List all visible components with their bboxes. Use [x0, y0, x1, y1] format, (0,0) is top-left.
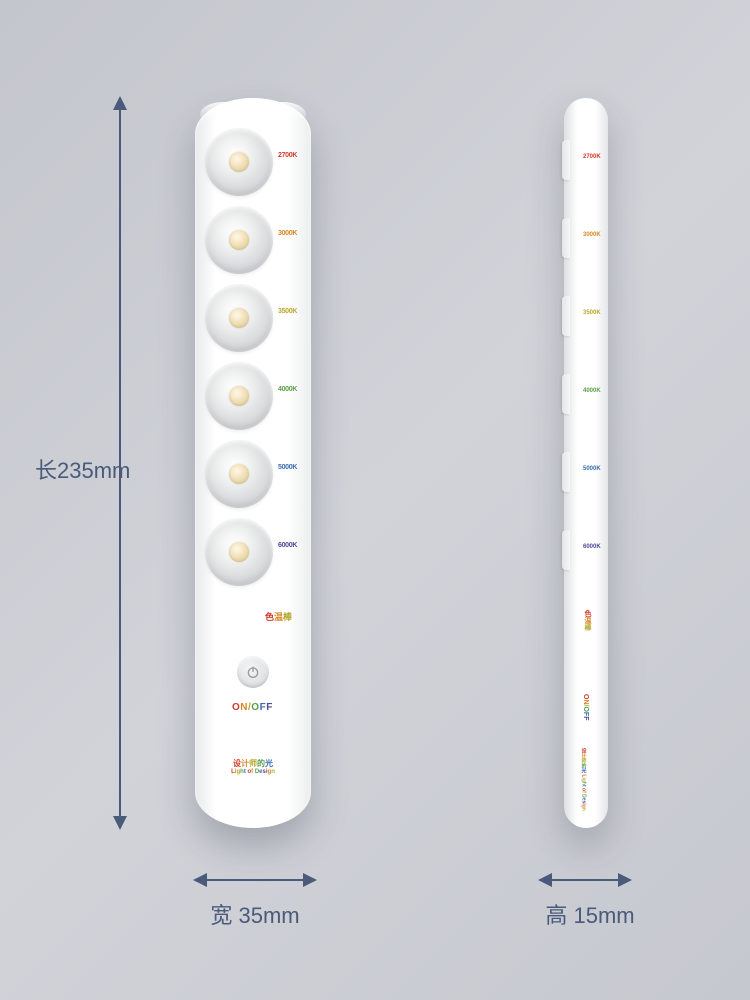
- led-lens: [205, 128, 273, 196]
- brand-block: 设计师的光 Light of Design: [231, 758, 275, 775]
- led-side-bump: [562, 140, 570, 180]
- kelvin-label: 3500K: [278, 308, 297, 386]
- arrow-down-icon: [113, 816, 127, 830]
- kelvin-label: 4000K: [278, 386, 297, 464]
- led-lens: [205, 362, 273, 430]
- dimension-width: 宽 35mm: [195, 870, 315, 900]
- kelvin-label: 6000K: [278, 542, 297, 620]
- led-lens: [205, 284, 273, 352]
- side-kelvin-labels: 2700K 3000K 3500K 4000K 5000K 6000K: [583, 154, 601, 622]
- dimension-line: [195, 879, 315, 881]
- led-side-bump: [562, 530, 570, 570]
- led-column: [205, 128, 273, 596]
- led-lens: [205, 206, 273, 274]
- power-button[interactable]: [237, 656, 269, 688]
- device-side-view: 2700K 3000K 3500K 4000K 5000K 6000K 色温棒 …: [564, 98, 608, 828]
- brand-en: Light of Design: [231, 769, 275, 775]
- side-bumps: [562, 140, 570, 608]
- kelvin-label-side: 3000K: [583, 232, 601, 310]
- kelvin-label-side: 3500K: [583, 310, 601, 388]
- length-label: 长235mm: [35, 453, 130, 485]
- power-icon: [245, 664, 261, 680]
- arrow-right-icon: [618, 873, 632, 887]
- kelvin-label: 5000K: [278, 464, 297, 542]
- led-side-bump: [562, 218, 570, 258]
- kelvin-label-side: 4000K: [583, 388, 601, 466]
- led-side-bump: [562, 296, 570, 336]
- brand-cn: 设计师的光: [231, 758, 275, 769]
- led-side-bump: [562, 374, 570, 414]
- kelvin-label: 2700K: [278, 152, 297, 230]
- center-product-label-side: 色温棒: [582, 610, 592, 631]
- kelvin-label: 3000K: [278, 230, 297, 308]
- dimension-height: 高 15mm: [540, 870, 630, 900]
- dimension-line: [540, 879, 630, 881]
- width-label: 宽 35mm: [195, 898, 315, 930]
- kelvin-label-side: 2700K: [583, 154, 601, 232]
- led-side-bump: [562, 452, 570, 492]
- dimension-length: 长235mm: [105, 98, 135, 828]
- device-front-view: 2700K 3000K 3500K 4000K 5000K 6000K 色温棒 …: [195, 98, 311, 828]
- brand-side: 设计师的光 Light of Design: [580, 748, 586, 811]
- arrow-right-icon: [303, 873, 317, 887]
- center-product-label: 色温棒: [265, 610, 292, 623]
- kelvin-label-side: 5000K: [583, 466, 601, 544]
- onoff-label: ON/OFF: [232, 702, 273, 713]
- led-lens: [205, 518, 273, 586]
- height-label: 高 15mm: [530, 898, 650, 930]
- onoff-label-side: ON/OFF: [582, 694, 589, 720]
- kelvin-labels: 2700K 3000K 3500K 4000K 5000K 6000K: [278, 152, 297, 620]
- led-lens: [205, 440, 273, 508]
